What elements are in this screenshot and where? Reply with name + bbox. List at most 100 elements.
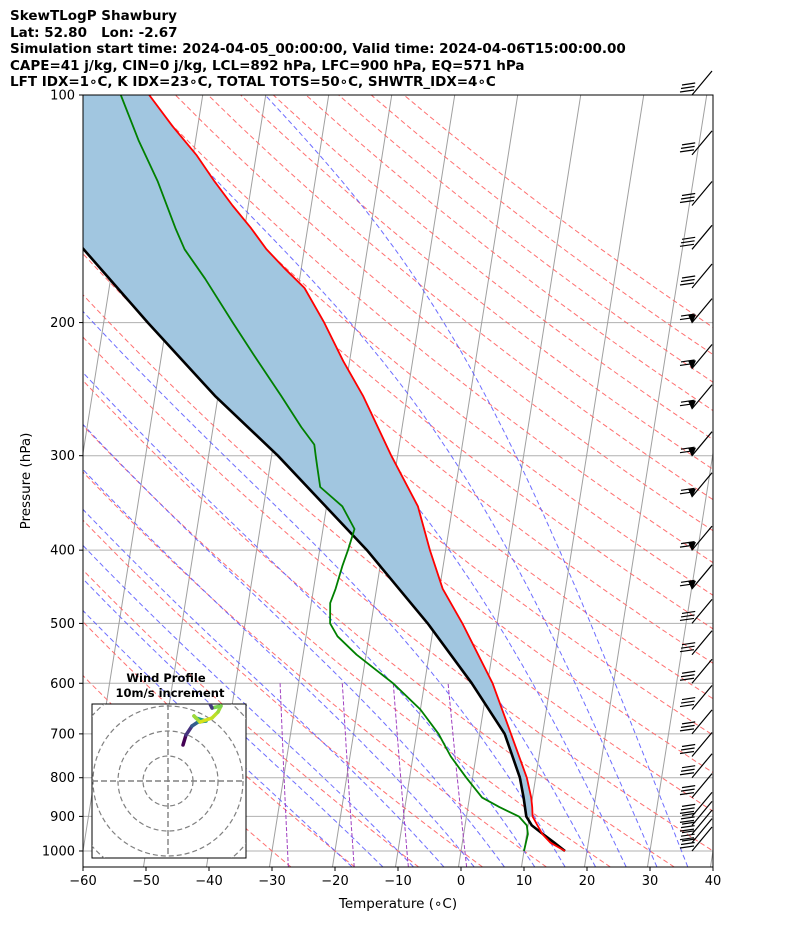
dry-adiabat--20: [83, 621, 356, 867]
x-tick--10: −10: [384, 874, 411, 889]
series-layer: [83, 95, 566, 853]
wind-barb-950: [679, 809, 713, 835]
dry-adiabat-180: [338, 95, 713, 383]
mixing-ratio-line-0: [279, 683, 289, 867]
isotherm-10: [520, 95, 645, 867]
inset-title: Wind Profile: [126, 671, 206, 685]
wind-barb-1000: [679, 826, 713, 852]
x-tick--60: −60: [69, 874, 96, 889]
y-tick-500: 500: [50, 617, 75, 632]
dry-adiabat-0: [83, 519, 483, 867]
x-tick-40: 40: [705, 874, 722, 889]
wind-barbs: [679, 70, 713, 852]
wind-barb-140: [679, 181, 713, 206]
wind-barb-550: [679, 630, 713, 656]
wind-barb-450: [679, 564, 713, 590]
axes: −60 −50 −40 −30 −20 −10 0 10 20 30 40 100 200 300 400 5…: [42, 89, 721, 890]
y-axis-label: Pressure (hPa): [18, 433, 34, 530]
wind-barb-850: [679, 773, 713, 799]
cape-area: [83, 95, 533, 817]
wind-barb-160: [679, 224, 713, 250]
moist-adiabat-0: [83, 468, 475, 867]
wind-barb-300: [679, 431, 713, 457]
mixing-ratio-line-3: [447, 683, 468, 867]
wind-barb-400: [679, 525, 713, 552]
dry-adiabat-60: [83, 253, 713, 774]
cape-shading: [83, 95, 533, 817]
x-tick--50: −50: [132, 874, 159, 889]
moist-adiabat--20: [83, 609, 353, 867]
isotherm--80: [0, 95, 77, 867]
dry-adiabat-200: [403, 95, 713, 328]
dry-adiabat-130: [175, 95, 713, 532]
dry-adiabat-30: [83, 379, 675, 867]
dry-adiabat-50: [83, 294, 713, 812]
wind-barb-340: [679, 472, 713, 498]
wind-barb-600: [679, 658, 713, 684]
y-tick-700: 700: [50, 727, 75, 742]
moist-adiabat-15: [83, 310, 566, 867]
parcel-line: [83, 246, 566, 853]
hodograph-segment-11: [208, 704, 214, 710]
isotherm-30: [646, 450, 713, 867]
moist-adiabat-30: [134, 95, 658, 867]
x-tick--40: −40: [195, 874, 222, 889]
dry-adiabat-170: [305, 95, 713, 412]
dry-adiabat-20: [83, 424, 611, 867]
dry-adiabat-80: [83, 174, 713, 700]
x-axis-label: Temperature (∘C): [338, 896, 457, 912]
hodograph-segment-1: [184, 724, 194, 737]
x-tick-0: 0: [457, 874, 465, 889]
wind-barb-200: [679, 298, 713, 324]
isotherm-0: [457, 95, 582, 867]
wind-barb-900: [679, 792, 713, 817]
moist-adiabat-5: [83, 423, 505, 867]
x-tick-20: 20: [579, 874, 596, 889]
wind-barb-700: [679, 709, 713, 735]
wind-barb-925: [679, 801, 713, 826]
dry-adiabat--10: [83, 569, 420, 867]
inset-subtitle: 10m/s increment: [116, 686, 225, 700]
y-tick-300: 300: [50, 449, 75, 464]
wind-profile-inset: Wind Profile 10m/s increment: [91, 671, 247, 859]
moist-adiabat-25: [83, 147, 627, 867]
moist-adiabat-10: [83, 371, 536, 867]
moist-adiabat--10: [83, 544, 414, 867]
x-tick--20: −20: [321, 874, 348, 889]
x-tick-30: 30: [642, 874, 659, 889]
y-tick-600: 600: [50, 677, 75, 692]
location: Lat: 52.80 Lon: -2.67: [10, 24, 178, 41]
wind-barb-180: [679, 263, 713, 289]
wind-barb-750: [679, 732, 713, 757]
moist-adiabat-35: [264, 95, 689, 867]
isotherm-40: [709, 847, 713, 867]
wind-barb-500: [679, 599, 713, 624]
wind-barb-650: [679, 685, 713, 710]
wind-barb-260: [679, 384, 713, 410]
dry-adiabat-140: [207, 95, 713, 501]
x-tick-10: 10: [516, 874, 533, 889]
dry-adiabat-40: [83, 336, 713, 852]
moist-adiabat--5: [83, 508, 445, 867]
y-tick-1000: 1000: [42, 844, 75, 859]
dry-adiabat-100: [83, 100, 713, 630]
title: SkewTLogP Shawbury: [10, 8, 177, 24]
dry-adiabat-70: [83, 213, 713, 736]
wind-barb-100: [679, 70, 713, 96]
isotherm-50: [773, 95, 794, 867]
dewpoint-line: [119, 95, 529, 852]
mixing-ratio-line-1: [341, 683, 355, 867]
hodograph-segment-7: [198, 716, 214, 724]
dry-adiabat-110: [109, 95, 713, 596]
stability-indices-1: CAPE=41 j/kg, CIN=0 j/kg, LCL=892 hPa, L…: [10, 57, 525, 74]
y-tick-200: 200: [50, 316, 75, 331]
wind-barb-800: [679, 753, 713, 779]
simulation-times: Simulation start time: 2024-04-05_00:00:…: [10, 41, 626, 57]
y-tick-900: 900: [50, 810, 75, 825]
isotherm-20: [583, 95, 708, 867]
wind-barb-230: [679, 344, 713, 370]
stability-indices-2: LFT IDX=1∘C, K IDX=23∘C, TOTAL TOTS=50∘C…: [10, 74, 496, 90]
wind-barb-975: [679, 818, 713, 844]
x-tick--30: −30: [258, 874, 285, 889]
